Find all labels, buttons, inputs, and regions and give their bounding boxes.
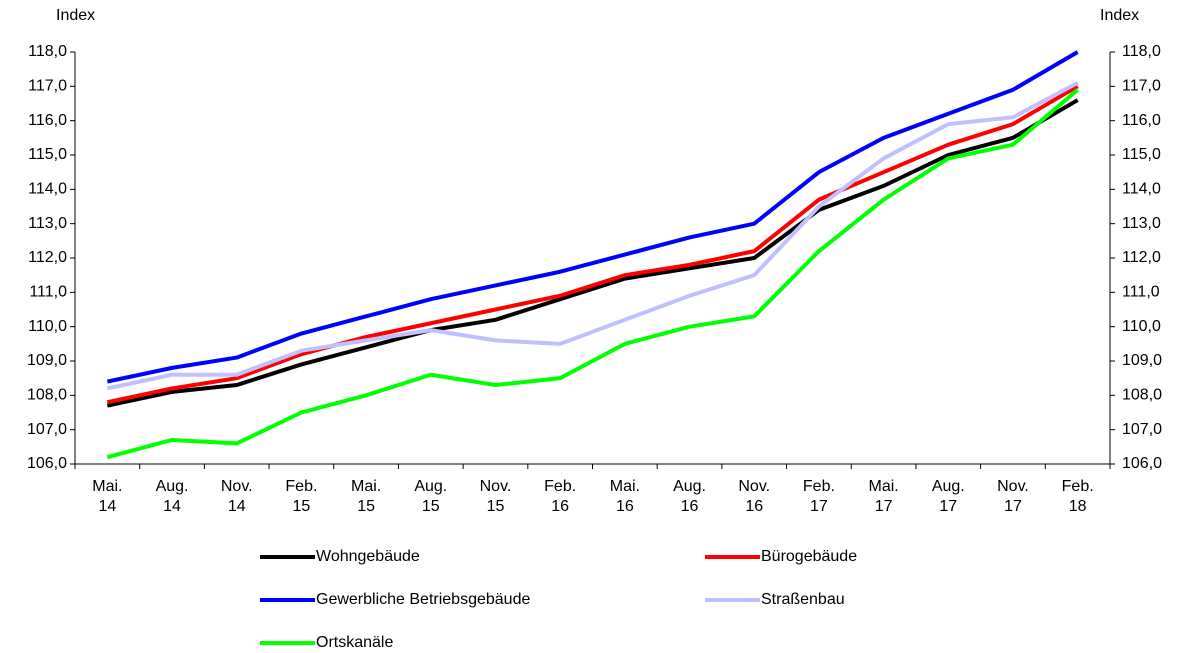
y-tick-label: 114,0 xyxy=(28,181,67,198)
x-tick-label: Feb. 18 xyxy=(1061,478,1094,515)
series-line xyxy=(106,98,1079,408)
x-tick-label: Nov. 17 xyxy=(997,478,1029,515)
y-tick-label: 106,0 xyxy=(27,455,67,472)
legend-label: Gewerbliche Betriebsgebäude xyxy=(316,591,530,608)
x-tick-label: Aug. 17 xyxy=(931,478,965,515)
y-tick-label: 111,0 xyxy=(29,284,67,301)
y2-tick-label: 116,0 xyxy=(1122,112,1161,129)
y-tick-label: 107,0 xyxy=(27,421,67,438)
legend-label: Bürogebäude xyxy=(761,548,857,565)
y2-tick-label: 117,0 xyxy=(1122,78,1161,95)
y-tick-label: 110,0 xyxy=(28,318,67,335)
y2-tick-label: 112,0 xyxy=(1122,249,1161,266)
y-tick-label: 116,0 xyxy=(28,112,67,129)
legend-label: Wohngebäude xyxy=(316,548,420,565)
x-tick-label: Feb. 16 xyxy=(544,478,577,515)
y-tick-label: 113,0 xyxy=(28,215,67,232)
y-tick-label: 118,0 xyxy=(28,43,67,60)
y-tick-label: 115,0 xyxy=(28,146,67,163)
series-line xyxy=(106,88,1079,460)
x-tick-label: Mai. 16 xyxy=(609,478,640,515)
x-tick-label: Mai. 14 xyxy=(92,478,123,515)
y2-tick-label: 113,0 xyxy=(1122,215,1161,232)
y-tick-label: 108,0 xyxy=(27,387,67,404)
y-tick-label: 112,0 xyxy=(28,249,67,266)
x-tick-label: Nov. 16 xyxy=(738,478,771,515)
legend-label: Ortskanäle xyxy=(316,634,393,651)
y2-tick-label: 109,0 xyxy=(1122,352,1162,369)
x-tick-label: Nov. 14 xyxy=(220,478,253,515)
x-tick-label: Feb. 17 xyxy=(802,478,835,515)
y2-axis-title: Index xyxy=(1100,7,1139,24)
x-tick-label: Aug. 14 xyxy=(155,478,189,515)
y-tick-label: 109,0 xyxy=(27,352,67,369)
y2-tick-label: 107,0 xyxy=(1122,421,1162,438)
y2-tick-label: 108,0 xyxy=(1122,387,1162,404)
series-line xyxy=(106,50,1079,384)
y2-tick-label: 106,0 xyxy=(1122,455,1162,472)
y2-tick-label: 111,0 xyxy=(1122,284,1160,301)
x-tick-label: Aug. 16 xyxy=(673,478,706,515)
series-line xyxy=(106,81,1079,391)
series-line xyxy=(106,84,1079,405)
y2-tick-label: 118,0 xyxy=(1122,43,1161,60)
x-tick-label: Mai. 15 xyxy=(350,478,382,515)
x-tick-label: Aug. 15 xyxy=(414,478,448,515)
y2-tick-label: 110,0 xyxy=(1122,318,1161,335)
x-tick-label: Nov. 15 xyxy=(479,478,512,515)
x-tick-label: Mai. 17 xyxy=(868,478,899,515)
y2-tick-label: 114,0 xyxy=(1122,181,1161,198)
y-tick-label: 117,0 xyxy=(28,78,67,95)
y-axis-title: Index xyxy=(56,7,95,24)
x-tick-label: Feb. 15 xyxy=(285,478,318,515)
legend-label: Straßenbau xyxy=(761,591,845,608)
y2-tick-label: 115,0 xyxy=(1122,146,1161,163)
